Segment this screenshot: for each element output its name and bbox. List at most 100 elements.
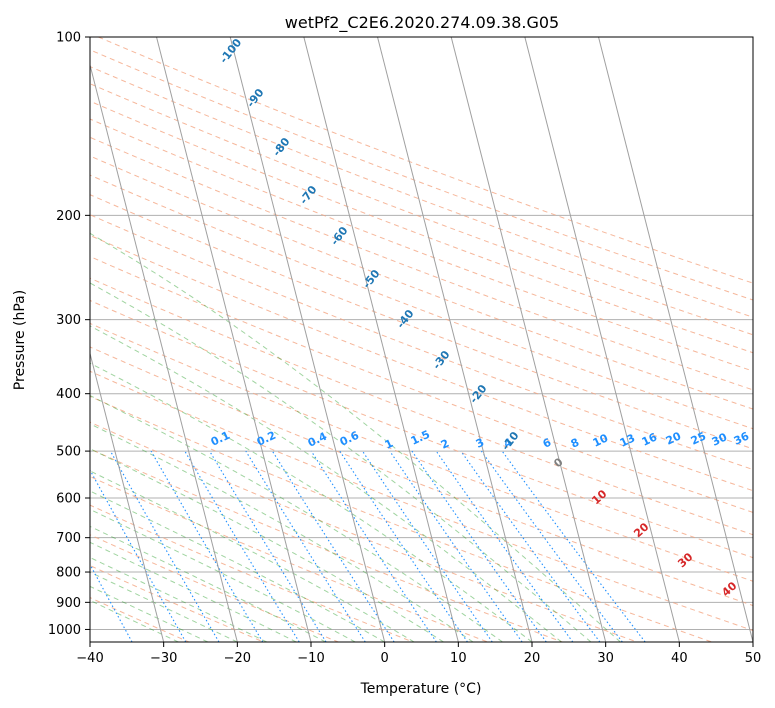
plot-frame	[89, 36, 754, 643]
dry-adiabat-60	[90, 346, 753, 607]
mixing-ratio-line-0.6	[109, 450, 220, 642]
chart-title: wetPf2_C2E6.2020.274.09.38.G05	[285, 13, 559, 33]
x-tick-label: −30	[150, 651, 177, 666]
y-tick-label: 1000	[48, 623, 81, 638]
dry-adiabat-label: 40	[719, 579, 739, 599]
dry-adiabat-80	[90, 299, 753, 559]
x-axis-ticks: −40 −30 −20 −10 0 10 20 30 40 50	[76, 642, 761, 666]
mixing-ratio-line-0.2	[90, 563, 133, 642]
dry-adiabat-40	[90, 395, 712, 642]
dry-adiabat-label: 30	[675, 550, 695, 570]
dry-adiabat-190	[90, 83, 753, 336]
dry-adiabat-100	[90, 255, 753, 513]
moist-adiabat-32	[90, 232, 621, 642]
mixing-ratio-label: 3	[474, 436, 486, 451]
dry-adiabat-140	[90, 174, 753, 430]
y-tick-label: 500	[56, 445, 81, 460]
mixing-ratio-line-36	[501, 450, 646, 642]
moist-adiabat-label: -10	[499, 429, 522, 453]
y-axis-label: Pressure (hPa)	[12, 290, 28, 390]
mixing-ratio-line-13	[389, 450, 523, 642]
moist-adiabat-4	[90, 470, 415, 642]
dry-adiabat--20	[90, 565, 264, 642]
y-tick-label: 400	[56, 387, 81, 402]
dry-adiabat-label: 10	[589, 487, 609, 507]
mixing-ratio-label: 20	[664, 429, 684, 447]
moist-adiabat-label: -40	[394, 307, 417, 331]
moist-adiabat-label: -80	[270, 135, 293, 159]
dry-adiabat-70	[90, 322, 753, 582]
moist-adiabat--24	[90, 585, 209, 642]
moist-adiabat-label: -30	[430, 348, 453, 372]
mixing-ratio-label: 2	[439, 437, 451, 452]
dry-adiabat-130	[90, 194, 753, 450]
x-axis-label: Temperature (°C)	[360, 681, 482, 697]
moist-adiabat-8	[90, 448, 444, 642]
isotherm-10	[303, 37, 459, 642]
mixing-ratio-line-3	[245, 450, 366, 642]
moist-adiabat--20	[90, 571, 238, 642]
x-tick-label: −10	[297, 651, 324, 666]
y-axis-ticks: 100 200 300 400 500 600 700 800 900 1000	[48, 31, 90, 638]
isotherm--30	[90, 351, 165, 642]
mixing-ratio-label: 0.4	[306, 430, 329, 450]
isotherm-0	[229, 37, 386, 642]
dry-adiabat-180	[90, 100, 753, 354]
dry-adiabat-30	[90, 421, 638, 642]
y-tick-label: 200	[56, 209, 81, 224]
moist-adiabat-12	[90, 423, 474, 642]
moist-adiabat--8	[90, 525, 326, 642]
line-labels: 0.1 0.2 0.4 0.6 1 1.5 2 3 4 6 8 10 13 16 20 25 30 36-100-…	[209, 36, 752, 599]
moist-adiabat-label: -70	[297, 183, 320, 207]
mixing-ratio-line-8	[339, 450, 468, 642]
mixing-ratio-line-20	[435, 450, 574, 642]
x-tick-label: 0	[381, 651, 389, 666]
x-tick-label: −40	[76, 651, 103, 666]
moist-adiabat--4	[90, 508, 356, 642]
mixing-ratio-line-1.5	[184, 450, 300, 642]
dry-adiabat-20	[90, 448, 563, 642]
moist-adiabat--16	[90, 556, 268, 642]
mixing-ratio-label: 1.5	[409, 428, 432, 448]
x-tick-label: 10	[450, 651, 467, 666]
mixing-ratio-line-0.4	[90, 468, 187, 642]
moist-adiabat-label: -100	[217, 36, 244, 66]
dry-adiabat-0	[90, 504, 414, 642]
mixing-ratio-label: 36	[732, 429, 752, 447]
isotherm-40	[524, 37, 680, 642]
moist-adiabat-24	[90, 325, 562, 642]
mixing-ratio-line-25	[460, 450, 601, 642]
dry-adiabat-120	[90, 214, 753, 471]
x-tick-label: 40	[671, 651, 688, 666]
y-tick-label: 900	[56, 596, 81, 611]
dry-adiabat-210	[90, 49, 753, 301]
x-tick-label: −20	[224, 651, 251, 666]
y-tick-label: 800	[56, 566, 81, 581]
x-tick-label: 20	[524, 651, 541, 666]
isotherm--10	[156, 37, 312, 642]
isotherm-30	[450, 37, 607, 642]
mixing-ratio-lines	[90, 450, 646, 642]
y-tick-label: 300	[56, 313, 81, 328]
moist-adiabat-28	[90, 282, 592, 642]
mixing-ratio-line-30	[480, 450, 623, 642]
mixing-ratio-line-16	[411, 450, 547, 642]
isotherm-20	[377, 37, 533, 642]
moist-adiabat-20	[90, 362, 533, 642]
isotherm-50	[598, 37, 753, 642]
x-tick-label: 30	[597, 651, 614, 666]
dry-adiabat-200	[90, 66, 753, 318]
y-tick-label: 100	[56, 31, 81, 46]
dry-adiabat-150	[90, 155, 753, 410]
dry-adiabats	[90, 37, 753, 642]
mixing-ratio-label: 13	[618, 431, 637, 449]
mixing-ratio-label: 10	[591, 431, 611, 449]
dry-adiabat-110	[90, 234, 753, 492]
moist-adiabats	[90, 232, 621, 642]
moist-adiabat-label: -60	[328, 224, 351, 248]
mixing-ratio-line-6	[310, 450, 437, 642]
isotherm-gridlines	[90, 37, 753, 642]
x-tick-label: 50	[745, 651, 762, 666]
moist-adiabat-16	[90, 394, 503, 642]
